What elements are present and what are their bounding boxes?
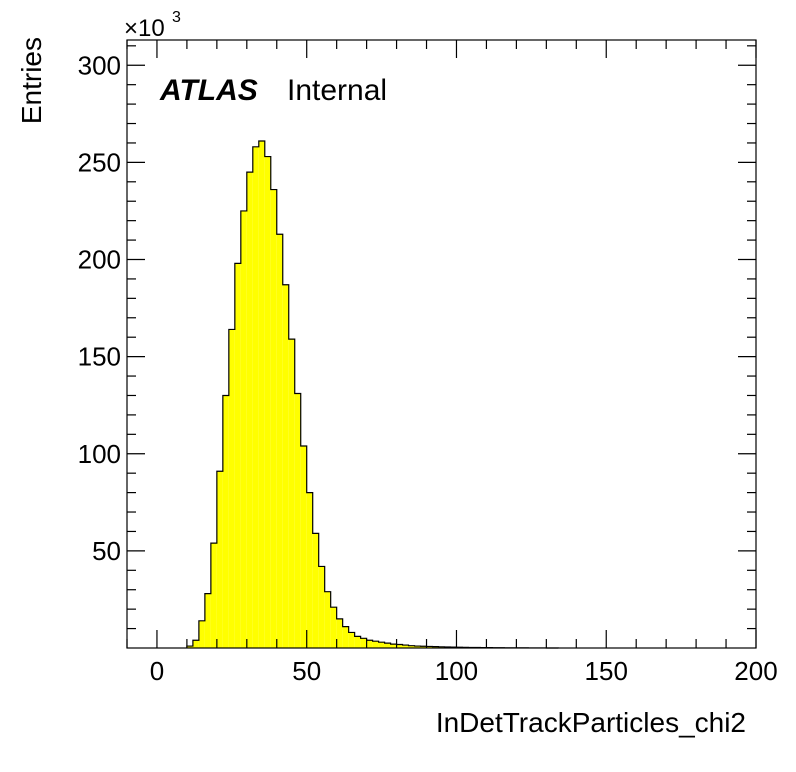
histogram-bin: [402, 645, 409, 648]
histogram-bin: [192, 640, 199, 648]
y-tick-label: 100: [78, 439, 121, 469]
histogram-bin: [240, 210, 247, 648]
histogram-bin: [216, 471, 223, 648]
histogram-bin: [354, 636, 361, 648]
histogram-bin: [360, 638, 367, 648]
histogram-bin: [288, 339, 295, 648]
x-axis-ticks: 0 50 100 150 200: [126, 40, 778, 686]
histogram-bin: [366, 640, 373, 648]
y-tick-label: 200: [78, 245, 121, 275]
histogram-bin: [282, 284, 289, 648]
y-multiplier-label: ×10: [124, 15, 165, 42]
y-tick-label: 50: [92, 536, 121, 566]
x-tick-label: 50: [292, 656, 321, 686]
histogram-bin: [300, 445, 307, 648]
histogram-bin: [264, 156, 271, 649]
x-tick-label: 0: [150, 656, 164, 686]
histogram-bin: [186, 646, 193, 648]
histogram-bin: [372, 641, 379, 648]
histogram-bin: [306, 492, 313, 648]
histogram-bin: [228, 329, 235, 648]
y-axis-ticks: 50 100 150 200 250 300: [78, 45, 756, 630]
x-axis-title: InDetTrackParticles_chi2: [436, 707, 746, 738]
histogram-bin: [342, 626, 349, 648]
histogram-bin: [432, 646, 439, 648]
y-multiplier-exponent: 3: [172, 9, 181, 26]
histogram-bin: [414, 646, 421, 648]
histogram-bin: [408, 645, 415, 648]
histogram-bin: [390, 644, 397, 648]
histogram-bin: [246, 172, 253, 648]
histogram-bin: [294, 393, 301, 648]
histogram-bin: [270, 189, 277, 648]
y-axis-title: Entries: [16, 37, 47, 124]
histogram-bin: [420, 646, 427, 648]
x-tick-label: 200: [734, 656, 777, 686]
histogram-bin: [234, 263, 241, 648]
histogram-bin: [426, 646, 433, 648]
histogram-bin: [258, 141, 265, 648]
histogram-bin: [330, 607, 337, 648]
plot-frame: [126, 39, 757, 649]
histogram-bin: [324, 591, 331, 648]
y-tick-label: 300: [78, 50, 121, 80]
internal-label: Internal: [287, 74, 387, 107]
histogram-bin: [312, 533, 319, 648]
x-tick-label: 150: [585, 656, 628, 686]
histogram-bin: [198, 620, 205, 648]
histogram-bin: [252, 146, 259, 648]
histogram-bin: [222, 395, 229, 648]
histogram-bin: [396, 644, 403, 648]
histogram-bin: [204, 593, 211, 648]
histogram-bin: [336, 618, 343, 648]
histogram-bin: [378, 642, 385, 648]
histogram-bin: [210, 543, 217, 648]
histogram-bin: [348, 632, 355, 648]
histogram-bin: [318, 566, 325, 648]
y-tick-label: 250: [78, 147, 121, 177]
histogram-bars: [186, 141, 559, 649]
histogram-bin: [276, 234, 283, 648]
x-tick-label: 100: [435, 656, 478, 686]
histogram-bin: [384, 643, 391, 648]
y-tick-label: 150: [78, 342, 121, 372]
atlas-label: ATLAS: [159, 74, 258, 107]
